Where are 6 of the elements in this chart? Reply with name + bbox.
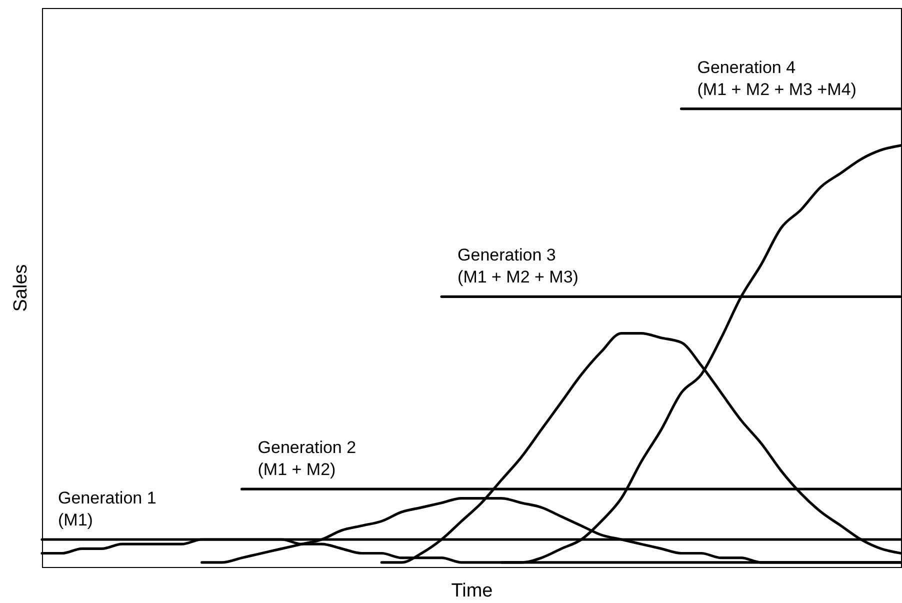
annotation: Generation 2 (M1 + M2) [258,438,356,480]
y-axis-title: Sales [10,264,32,312]
annotation: Generation 1 (M1) [58,488,156,530]
text: Generation 4 (M1 + M2 + M3 +M4) [697,58,856,99]
annotation: Generation 3 (M1 + M2 + M3) [458,246,578,287]
x-axis-title: Time [451,580,493,602]
